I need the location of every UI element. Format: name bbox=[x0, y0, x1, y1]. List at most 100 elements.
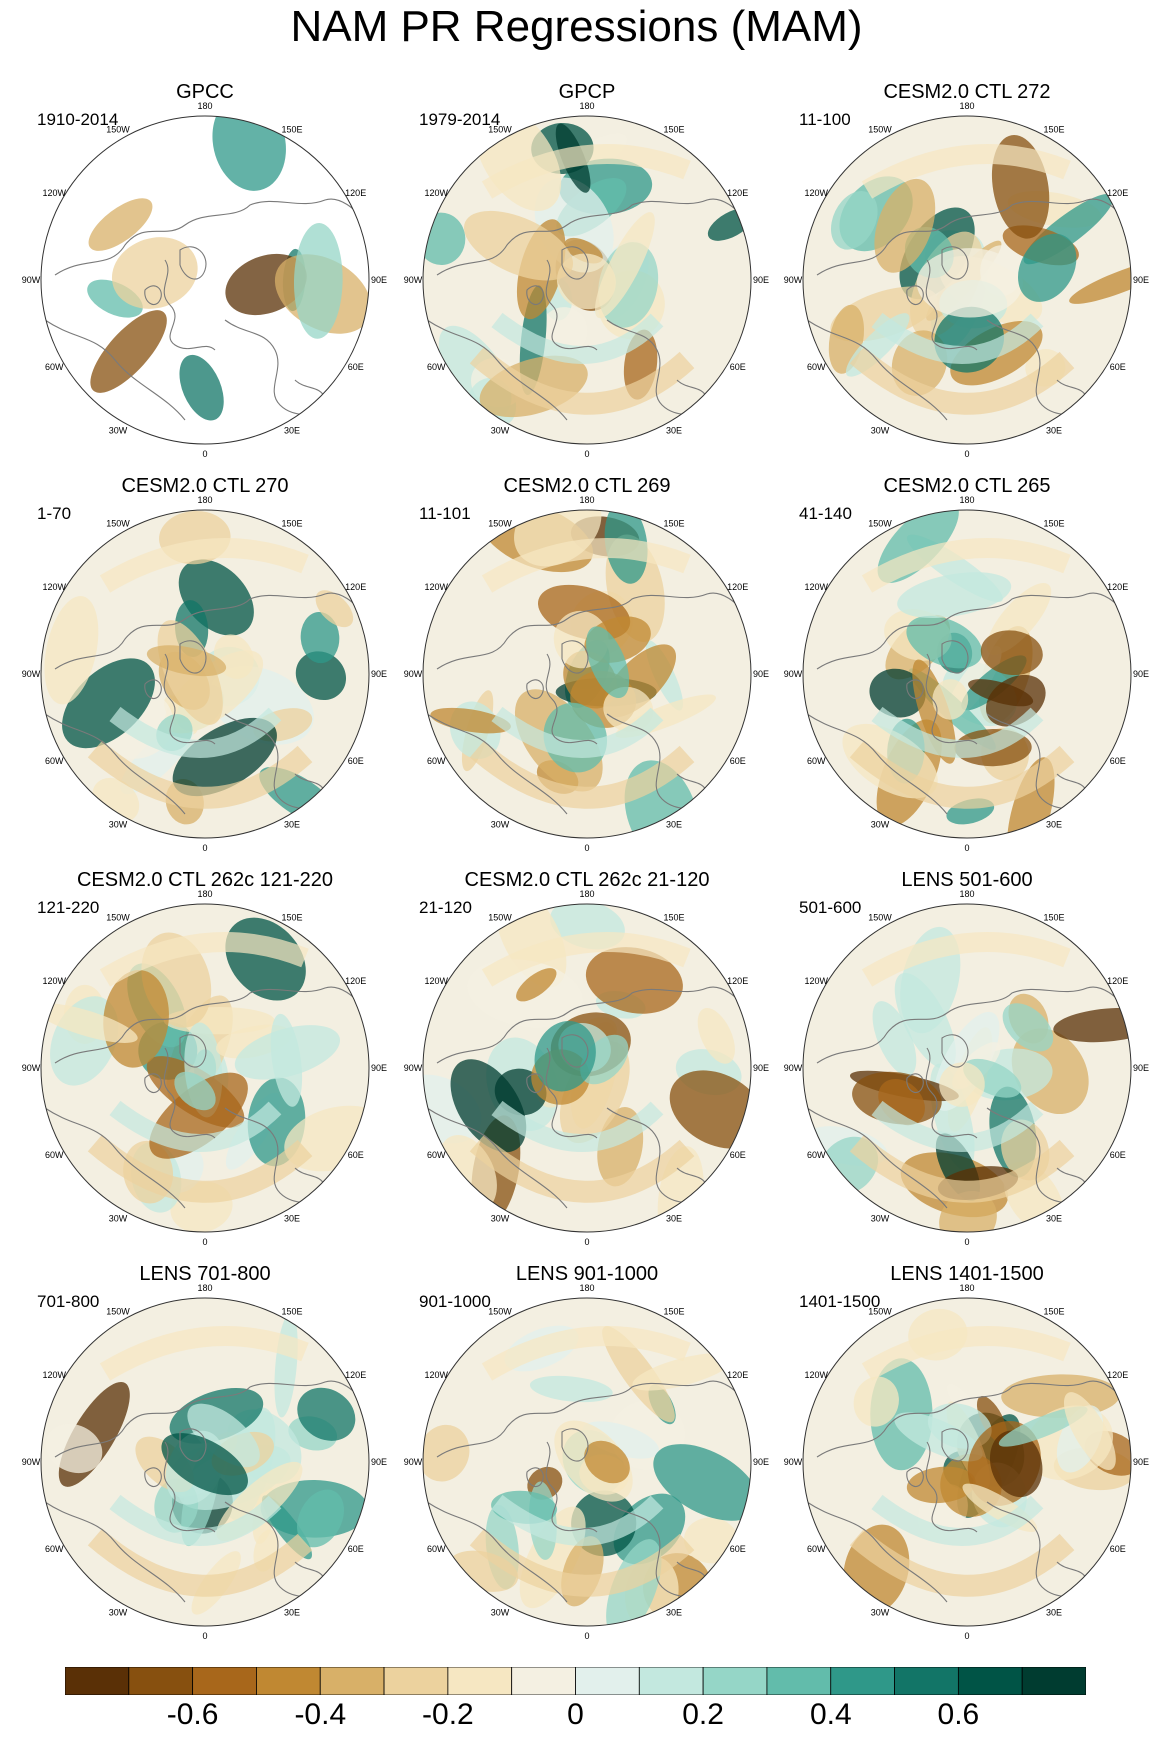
longitude-label: 90E bbox=[753, 1457, 769, 1467]
map-panel: CESM2.0 CTL 270 180 150E 120E 90E 60E 30E 0 30W 6… bbox=[15, 474, 395, 854]
longitude-label: 120E bbox=[727, 1370, 748, 1380]
map-panel: CESM2.0 CTL 265 180 150E 120E 90E 60E 30E 0 30W 6… bbox=[777, 474, 1153, 854]
longitude-label: 60W bbox=[807, 1544, 826, 1554]
longitude-label: 120W bbox=[425, 582, 449, 592]
longitude-label: 90W bbox=[404, 1457, 423, 1467]
longitude-label: 60E bbox=[730, 362, 746, 372]
longitude-label: 180 bbox=[959, 1283, 974, 1293]
longitude-label: 30W bbox=[871, 1214, 890, 1224]
longitude-label: 0 bbox=[584, 449, 589, 459]
colorbar-tick-label: -0.2 bbox=[422, 1698, 474, 1731]
longitude-label: 60E bbox=[1110, 1544, 1126, 1554]
map-panel: LENS 1401-1500 180 150E 120E 90E 60E 30E 0 30W 60… bbox=[777, 1262, 1153, 1642]
panel-period: 1-70 bbox=[37, 504, 72, 523]
colorbar bbox=[65, 1667, 1086, 1695]
longitude-label: 30E bbox=[284, 426, 300, 436]
longitude-label: 30E bbox=[1046, 426, 1062, 436]
longitude-label: 90W bbox=[784, 1457, 803, 1467]
panel-period: 1910-2014 bbox=[37, 110, 119, 129]
longitude-label: 90E bbox=[371, 669, 387, 679]
longitude-label: 30E bbox=[666, 1608, 682, 1618]
panel-title: CESM2.0 CTL 262c 121-220 bbox=[76, 869, 334, 891]
longitude-label: 150W bbox=[868, 518, 892, 528]
longitude-label: 180 bbox=[579, 889, 594, 899]
longitude-label: 150E bbox=[663, 912, 684, 922]
longitude-label: 120W bbox=[805, 188, 829, 198]
longitude-label: 60W bbox=[45, 1150, 64, 1160]
longitude-label: 30E bbox=[1046, 1214, 1062, 1224]
longitude-label: 30W bbox=[109, 426, 128, 436]
longitude-label: 30W bbox=[871, 426, 890, 436]
colorbar-tick-label: 0.2 bbox=[682, 1698, 724, 1731]
longitude-label: 90W bbox=[784, 669, 803, 679]
map-panel: LENS 701-800 180 150E 120E 90E 60E 30E 0 30W 60W 9… bbox=[15, 1262, 395, 1642]
longitude-label: 0 bbox=[202, 1237, 207, 1247]
colorbar-swatch bbox=[1021, 1667, 1086, 1695]
colorbar-swatch bbox=[766, 1667, 832, 1695]
longitude-label: 60W bbox=[45, 756, 64, 766]
longitude-label: 60W bbox=[45, 1544, 64, 1554]
colorbar-tick-label: 0.6 bbox=[937, 1698, 980, 1731]
longitude-label: 180 bbox=[197, 495, 212, 505]
longitude-label: 120W bbox=[43, 1370, 67, 1380]
polar-map: 180 150E 120E 90E 60E 30E 0 30W 60W 90W 120W 150W bbox=[22, 101, 387, 459]
colorbar-swatch bbox=[638, 1667, 704, 1695]
longitude-label: 90E bbox=[1133, 275, 1149, 285]
longitude-label: 90W bbox=[784, 1063, 803, 1073]
longitude-label: 180 bbox=[197, 101, 212, 111]
colorbar-tick-label: -0.6 bbox=[166, 1698, 219, 1731]
longitude-label: 150W bbox=[106, 518, 130, 528]
longitude-label: 30E bbox=[284, 820, 300, 830]
longitude-label: 30W bbox=[491, 820, 510, 830]
longitude-label: 150E bbox=[281, 1306, 302, 1316]
panel-period: 901-1000 bbox=[419, 1292, 491, 1311]
longitude-label: 0 bbox=[202, 449, 207, 459]
longitude-label: 150E bbox=[1043, 518, 1064, 528]
longitude-label: 120W bbox=[805, 582, 829, 592]
map-panel: GPCP 180 150E 120E 90E 60E 30E 0 30W 60W 90W 120W 15… bbox=[397, 80, 777, 460]
longitude-label: 150W bbox=[488, 912, 512, 922]
colorbar-swatch bbox=[894, 1667, 959, 1695]
figure-title: NAM PR Regressions (MAM) bbox=[290, 2, 863, 51]
longitude-label: 150E bbox=[663, 124, 684, 134]
longitude-label: 120E bbox=[345, 188, 366, 198]
longitude-label: 60W bbox=[45, 362, 64, 372]
longitude-label: 0 bbox=[202, 1631, 207, 1641]
map-panel: CESM2.0 CTL 269 180 150E 120E 90E 60E 30E 0 30W 6… bbox=[397, 474, 777, 854]
colorbar-swatch bbox=[447, 1667, 513, 1695]
longitude-label: 0 bbox=[584, 843, 589, 853]
longitude-label: 180 bbox=[959, 889, 974, 899]
longitude-label: 120E bbox=[1107, 582, 1128, 592]
longitude-label: 60W bbox=[427, 756, 446, 766]
longitude-label: 90W bbox=[22, 669, 41, 679]
panel-period: 121-220 bbox=[37, 898, 100, 917]
longitude-label: 30E bbox=[1046, 1608, 1062, 1618]
colorbar-swatch bbox=[383, 1667, 449, 1695]
longitude-label: 0 bbox=[964, 843, 969, 853]
polar-map: 180 150E 120E 90E 60E 30E 0 30W 60W 90W 120W 150W bbox=[784, 1283, 1149, 1641]
longitude-label: 120E bbox=[1107, 188, 1128, 198]
longitude-label: 120E bbox=[345, 1370, 366, 1380]
map-panel: CESM2.0 CTL 262c 121-220 180 150E 120E 90E 60… bbox=[15, 868, 395, 1248]
map-panel: CESM2.0 CTL 272 180 150E 120E 90E 60E 30E 0 30W 6… bbox=[777, 80, 1153, 460]
longitude-label: 90W bbox=[404, 275, 423, 285]
longitude-label: 150E bbox=[281, 124, 302, 134]
longitude-label: 90E bbox=[753, 1063, 769, 1073]
panel-period: 21-120 bbox=[419, 898, 472, 917]
colorbar-swatch bbox=[511, 1667, 576, 1695]
map-panel: CESM2.0 CTL 262c 21-120 180 150E 120E 90E 60E… bbox=[397, 868, 777, 1248]
colorbar-swatch bbox=[256, 1667, 321, 1695]
longitude-label: 60W bbox=[427, 1544, 446, 1554]
longitude-label: 120W bbox=[425, 1370, 449, 1380]
longitude-label: 120E bbox=[345, 976, 366, 986]
longitude-label: 30W bbox=[109, 1608, 128, 1618]
panel-title: GPCC bbox=[176, 81, 234, 103]
longitude-label: 90E bbox=[1133, 669, 1149, 679]
polar-map: 180 150E 120E 90E 60E 30E 0 30W 60W 90W 120W 150W bbox=[404, 495, 769, 853]
longitude-label: 180 bbox=[959, 101, 974, 111]
longitude-label: 0 bbox=[964, 1631, 969, 1641]
longitude-label: 30W bbox=[109, 1214, 128, 1224]
longitude-label: 90E bbox=[753, 669, 769, 679]
longitude-label: 60E bbox=[730, 1150, 746, 1160]
longitude-label: 120W bbox=[425, 976, 449, 986]
